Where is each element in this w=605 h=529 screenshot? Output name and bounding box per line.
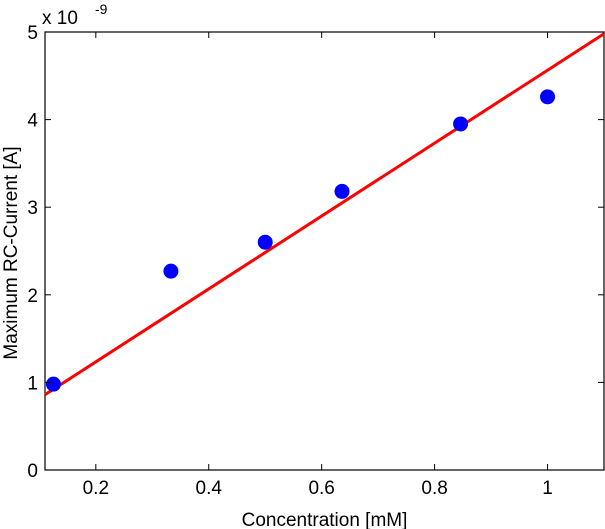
- x-tick-label: 0.8: [421, 478, 447, 499]
- data-point: [45, 376, 61, 392]
- fit-line: [44, 32, 605, 396]
- y-tick-label: 2: [27, 286, 38, 307]
- x-axis-ticks: 0.2 0.4 0.6 0.8 1: [83, 32, 553, 499]
- y-tick-label: 3: [27, 198, 38, 219]
- x-axis-label: Concentration [mM]: [242, 510, 408, 529]
- y-tick-label: 1: [27, 373, 38, 394]
- data-point: [163, 263, 179, 279]
- x-tick-label: 0.2: [83, 478, 109, 499]
- y-tick-label: 5: [27, 23, 38, 44]
- y-axis-multiplier-exponent: -9: [95, 1, 108, 17]
- x-tick-label: 0.6: [308, 478, 334, 499]
- data-points-layer: [45, 89, 556, 392]
- data-point: [334, 183, 350, 199]
- y-tick-label: 4: [27, 111, 38, 132]
- data-point: [257, 234, 273, 250]
- axes-box: [44, 31, 605, 471]
- x-tick-label: 1: [542, 478, 553, 499]
- y-axis-ticks: 0 1 2 3 4 5: [27, 23, 604, 482]
- y-axis-multiplier: x 10: [42, 8, 78, 29]
- data-point: [540, 89, 556, 105]
- x-tick-label: 0.4: [196, 478, 223, 499]
- fit-line-layer: [44, 32, 605, 396]
- y-tick-label: 0: [27, 461, 38, 482]
- data-point: [453, 116, 469, 132]
- y-axis-label: Maximum RC-Current [A]: [1, 146, 22, 359]
